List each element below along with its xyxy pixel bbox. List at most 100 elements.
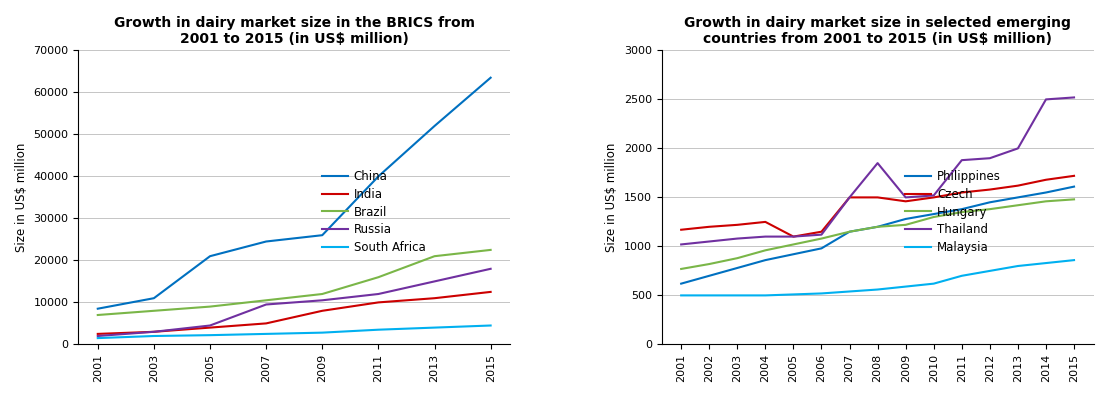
Thailand — [1039, 97, 1052, 102]
China — [203, 254, 217, 259]
Hungary — [703, 262, 716, 267]
Legend: China, India, Brazil, Russia, South Africa: China, India, Brazil, Russia, South Afri… — [321, 170, 425, 254]
Russia — [259, 302, 272, 307]
Hungary — [1067, 197, 1080, 202]
Philippines — [787, 252, 800, 257]
India — [92, 331, 105, 336]
Thailand — [759, 234, 772, 239]
Czech — [787, 234, 800, 239]
South Africa — [484, 323, 498, 328]
Malaysia — [983, 268, 997, 273]
Thailand — [1067, 95, 1080, 100]
Philippines — [1067, 184, 1080, 189]
Malaysia — [1011, 263, 1024, 268]
Hungary — [1011, 203, 1024, 208]
Philippines — [1011, 195, 1024, 200]
Thailand — [927, 193, 941, 198]
India — [484, 289, 498, 294]
Hungary — [983, 207, 997, 212]
Malaysia — [815, 291, 828, 296]
India — [147, 329, 161, 334]
Line: South Africa: South Africa — [98, 326, 491, 338]
Philippines — [899, 216, 913, 221]
Philippines — [927, 212, 941, 217]
Philippines — [1039, 190, 1052, 195]
South Africa — [372, 327, 385, 332]
Malaysia — [703, 293, 716, 298]
Czech — [815, 229, 828, 234]
Thailand — [843, 195, 856, 200]
Line: Hungary: Hungary — [681, 200, 1074, 269]
Malaysia — [731, 293, 744, 298]
Malaysia — [787, 292, 800, 297]
Thailand — [870, 160, 884, 165]
South Africa — [203, 333, 217, 338]
Y-axis label: Size in US$ million: Size in US$ million — [605, 143, 618, 252]
Thailand — [955, 158, 969, 163]
Malaysia — [843, 289, 856, 294]
Philippines — [759, 257, 772, 262]
South Africa — [92, 336, 105, 341]
China — [147, 296, 161, 301]
Line: Philippines: Philippines — [681, 186, 1074, 284]
Philippines — [843, 229, 856, 234]
Hungary — [927, 215, 941, 220]
Philippines — [955, 207, 969, 212]
China — [92, 306, 105, 311]
Legend: Philippines, Czech, Hungary, Thailand, Malaysia: Philippines, Czech, Hungary, Thailand, M… — [905, 170, 1001, 254]
Philippines — [815, 246, 828, 251]
Czech — [899, 199, 913, 204]
India — [316, 308, 329, 313]
Brazil — [147, 308, 161, 313]
Czech — [731, 222, 744, 227]
Philippines — [870, 224, 884, 229]
Thailand — [1011, 146, 1024, 151]
Czech — [1067, 173, 1080, 178]
Thailand — [787, 234, 800, 239]
Malaysia — [1067, 257, 1080, 262]
Czech — [1039, 177, 1052, 182]
Czech — [843, 195, 856, 200]
Hungary — [899, 222, 913, 227]
Thailand — [899, 195, 913, 200]
Line: Malaysia: Malaysia — [681, 260, 1074, 295]
China — [372, 174, 385, 179]
Philippines — [983, 200, 997, 205]
Thailand — [674, 242, 687, 247]
India — [372, 300, 385, 305]
Y-axis label: Size in US$ million: Size in US$ million — [15, 143, 28, 252]
Thailand — [983, 156, 997, 161]
Malaysia — [870, 287, 884, 292]
India — [259, 321, 272, 326]
Line: Brazil: Brazil — [98, 250, 491, 315]
China — [259, 239, 272, 244]
Russia — [372, 291, 385, 297]
Title: Growth in dairy market size in selected emerging
countries from 2001 to 2015 (in: Growth in dairy market size in selected … — [684, 16, 1071, 47]
Hungary — [815, 236, 828, 241]
Line: Russia: Russia — [98, 269, 491, 336]
Malaysia — [955, 273, 969, 278]
Title: Growth in dairy market size in the BRICS from
2001 to 2015 (in US$ million): Growth in dairy market size in the BRICS… — [114, 16, 474, 47]
Hungary — [955, 210, 969, 215]
Hungary — [731, 256, 744, 261]
Brazil — [92, 312, 105, 318]
Russia — [203, 323, 217, 328]
Malaysia — [927, 281, 941, 286]
Line: Czech: Czech — [681, 176, 1074, 236]
South Africa — [427, 325, 441, 330]
Malaysia — [674, 293, 687, 298]
Line: India: India — [98, 292, 491, 334]
South Africa — [147, 333, 161, 339]
Russia — [147, 329, 161, 334]
Czech — [927, 195, 941, 200]
Brazil — [259, 298, 272, 303]
Russia — [484, 266, 498, 271]
India — [203, 325, 217, 330]
Philippines — [731, 265, 744, 270]
South Africa — [259, 331, 272, 336]
Czech — [1011, 183, 1024, 188]
Thailand — [731, 236, 744, 241]
Brazil — [484, 247, 498, 252]
Czech — [759, 219, 772, 224]
South Africa — [316, 330, 329, 335]
